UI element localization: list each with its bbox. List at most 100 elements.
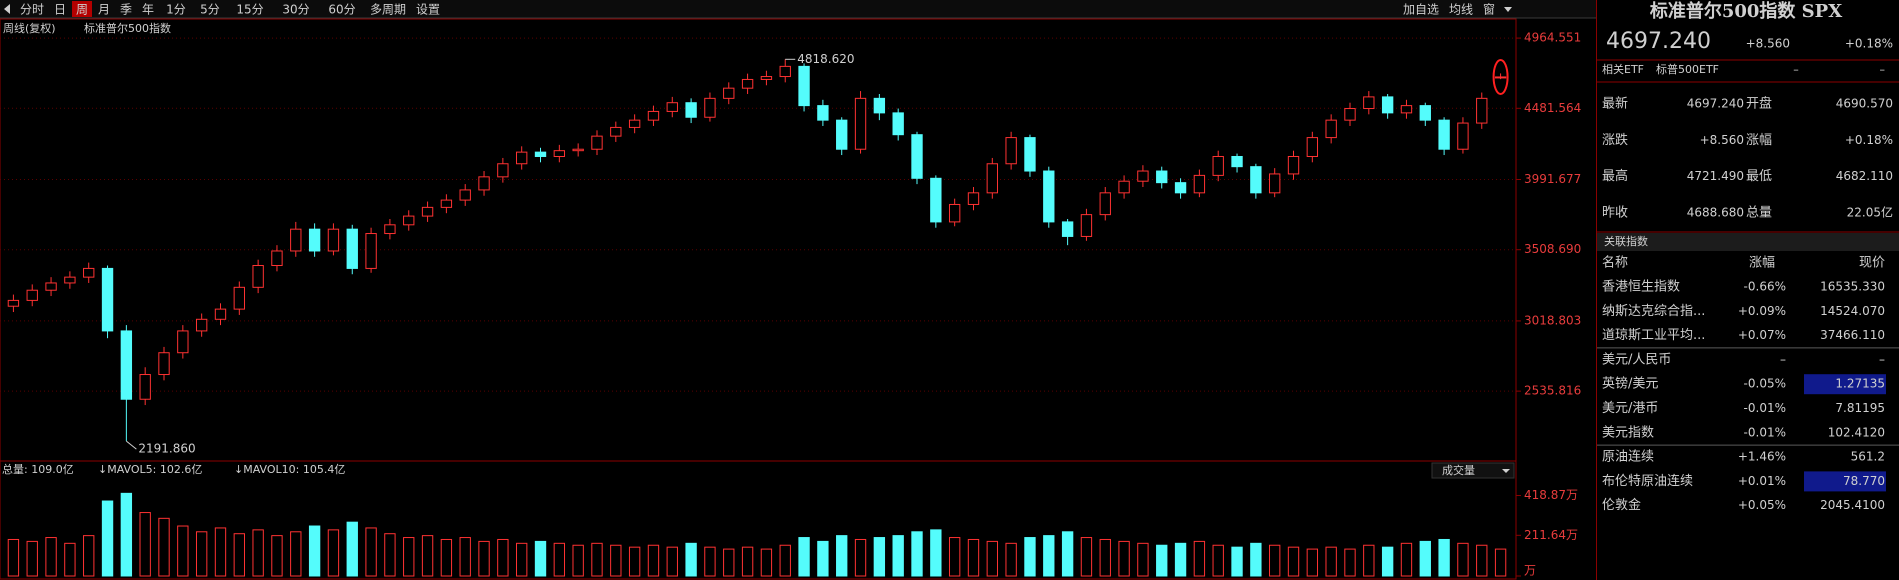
candle-body <box>120 330 133 400</box>
candle-body <box>365 233 377 269</box>
related-name[interactable]: 纳斯达克综合指... <box>1602 304 1705 319</box>
stat-value: 4682.110 <box>1836 169 1893 183</box>
toolbar-button[interactable]: 15分 <box>236 3 263 17</box>
candle-body <box>252 265 264 288</box>
volume-bar <box>1419 540 1431 577</box>
chart-period: 周线(复权) <box>3 21 56 35</box>
etf-value: – <box>1880 63 1886 76</box>
related-change: -0.01% <box>1744 425 1786 439</box>
volume-bar <box>534 540 547 577</box>
chart-instrument: 标准普尔500指数 <box>84 21 171 35</box>
toolbar-button[interactable]: 月 <box>98 3 110 17</box>
candle-body <box>1137 170 1149 182</box>
related-title: 关联指数 <box>1604 234 1648 248</box>
toolbar-button[interactable]: 季 <box>120 3 132 17</box>
back-icon[interactable] <box>4 4 10 14</box>
toolbar-button[interactable]: 30分 <box>282 3 309 17</box>
related-name[interactable]: 道琼斯工业平均... <box>1602 328 1705 343</box>
toolbar-right-button[interactable]: 窗 <box>1483 3 1495 17</box>
related-name[interactable]: 美元/人民币 <box>1602 352 1671 367</box>
volume-bar <box>64 542 76 577</box>
etf-name[interactable]: 标普500ETF <box>1656 62 1719 76</box>
candle-body <box>440 199 453 208</box>
toolbar-button[interactable]: 年 <box>142 3 154 17</box>
toolbar-button[interactable]: 周 <box>76 3 88 17</box>
volume-bar <box>1231 546 1243 577</box>
candle-body <box>1438 119 1450 150</box>
candle-body <box>1156 170 1168 184</box>
toolbar-button[interactable]: 分时 <box>20 3 44 17</box>
related-header: 名称 <box>1602 255 1628 271</box>
related-name[interactable]: 香港恒生指数 <box>1602 280 1680 295</box>
candle-body <box>1231 155 1243 168</box>
stat-value: +0.18% <box>1845 133 1893 147</box>
volume-bar <box>723 548 735 577</box>
stat-value: 4690.570 <box>1836 97 1893 111</box>
toolbar-button[interactable]: 5分 <box>200 3 220 17</box>
toolbar-button[interactable]: 日 <box>54 3 66 17</box>
volume-bar <box>930 529 942 577</box>
candle-body <box>1287 155 1300 175</box>
y-tick-label: 万 <box>1524 564 1536 578</box>
candle-body <box>158 352 170 376</box>
candle-body <box>685 102 697 118</box>
toolbar-menu-icon[interactable] <box>1504 7 1512 12</box>
toolbar-right-button[interactable]: 均线 <box>1449 3 1473 17</box>
volume-bar <box>1043 535 1055 577</box>
volume-bar <box>685 542 697 577</box>
related-price: 2045.4100 <box>1820 498 1885 512</box>
volume-bar <box>497 538 509 577</box>
related-name[interactable]: 原油连续 <box>1602 449 1654 465</box>
volume-bar <box>516 542 528 577</box>
y-tick-label: 2535.816 <box>1524 384 1581 398</box>
toolbar-button[interactable]: 60分 <box>328 3 355 17</box>
candle-body <box>516 151 528 165</box>
y-tick-label: 4481.564 <box>1524 101 1581 115</box>
candle-body <box>346 228 358 269</box>
candle-body <box>1363 96 1375 110</box>
y-tick-label: 3991.677 <box>1524 172 1581 186</box>
related-name[interactable]: 美元/港币 <box>1602 401 1658 416</box>
related-name[interactable]: 伦敦金 <box>1602 497 1641 513</box>
candle-body <box>591 135 603 150</box>
volume-bar <box>7 538 20 577</box>
candle-body <box>308 228 321 252</box>
volume-bar <box>327 529 340 577</box>
indicator-select[interactable]: 成交量 <box>1442 463 1475 477</box>
volume-bar <box>610 544 622 577</box>
volume-bar <box>1494 548 1507 577</box>
related-name[interactable]: 美元指数 <box>1602 425 1654 440</box>
volume-bar <box>798 537 810 577</box>
related-name[interactable]: 英镑/美元 <box>1602 376 1658 392</box>
volume-bar <box>45 537 57 577</box>
related-price: 7.81195 <box>1835 401 1885 415</box>
candle-body <box>854 97 867 150</box>
volume-bar <box>591 542 603 577</box>
volume-bar <box>1193 540 1206 577</box>
candle-body <box>497 163 509 178</box>
candle-body <box>177 330 189 354</box>
toolbar-button[interactable]: 1分 <box>166 3 186 17</box>
candle-body <box>817 105 829 121</box>
candle-body <box>930 177 942 223</box>
volume-bar <box>1344 548 1356 577</box>
related-price: 14524.070 <box>1820 304 1885 318</box>
stat-value: 4721.490 <box>1687 169 1744 183</box>
volume-bar <box>1118 540 1130 577</box>
volume-bar <box>83 535 95 577</box>
volume-bar <box>817 540 829 577</box>
volume-bar <box>139 512 151 577</box>
toolbar-button[interactable]: 多周期 <box>370 3 406 17</box>
stat-value: 4697.240 <box>1687 97 1744 111</box>
indicator-select-bg[interactable] <box>1431 462 1515 479</box>
candle-body <box>7 299 20 307</box>
related-title-bg <box>1597 233 1899 251</box>
indicator-select-arrow[interactable] <box>1502 469 1510 473</box>
candle-body <box>1193 174 1206 194</box>
candle-body <box>1005 137 1017 165</box>
toolbar-button[interactable]: 设置 <box>416 3 440 17</box>
toolbar-right-button[interactable]: 加自选 <box>1403 3 1439 17</box>
candle-body <box>1269 173 1281 194</box>
related-name[interactable]: 布伦特原油连续 <box>1602 473 1693 489</box>
related-header: 现价 <box>1859 256 1885 271</box>
